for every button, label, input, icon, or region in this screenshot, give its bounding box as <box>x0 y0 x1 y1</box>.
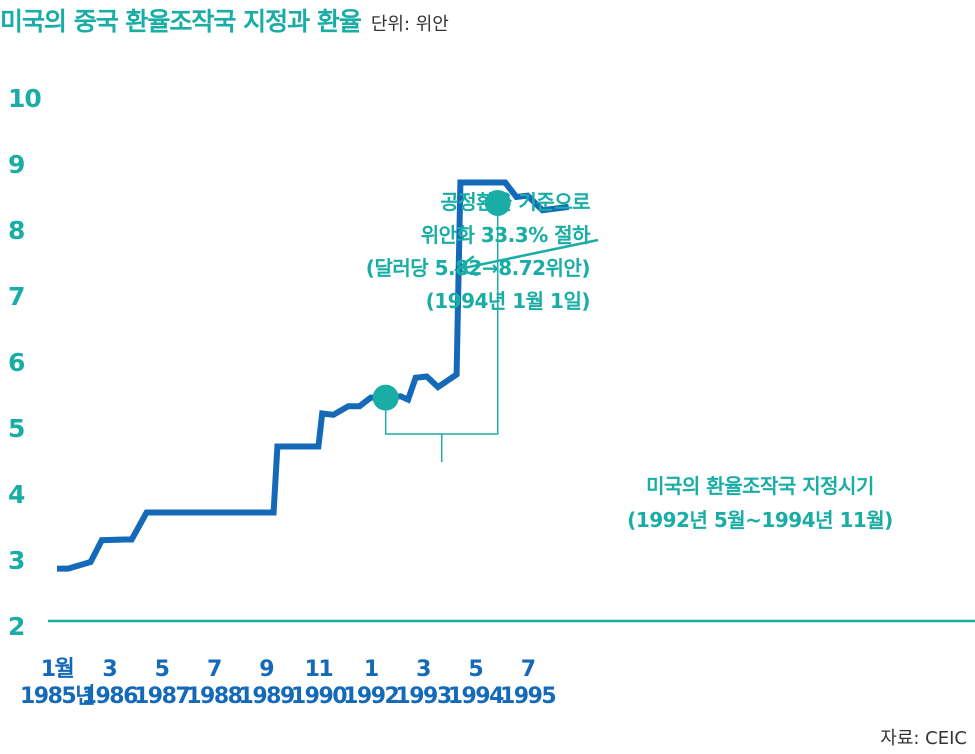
x-tick-year: 1987 <box>134 684 189 709</box>
x-tick-month: 5 <box>155 657 169 682</box>
x-tick-year: 1988 <box>186 684 241 709</box>
y-tick-label: 4 <box>8 480 25 509</box>
x-tick-year: 1995 <box>500 684 555 709</box>
event-marker <box>484 189 511 216</box>
marker-layer <box>372 189 511 411</box>
y-tick-label: 8 <box>8 216 24 245</box>
x-tick-month: 1 <box>364 657 378 682</box>
annotation-devaluation-line: (1994년 1월 1일) <box>426 289 590 313</box>
x-tick-year: 1985년 <box>20 684 94 709</box>
y-tick-label: 6 <box>8 348 25 377</box>
x-tick-year: 1989 <box>239 684 294 709</box>
y-tick-label: 9 <box>8 150 24 179</box>
chart-title: 미국의 중국 환율조작국 지정과 환율 <box>0 7 362 36</box>
x-tick-month: 3 <box>102 657 116 682</box>
annotation-designation-line: 미국의 환율조작국 지정시기 <box>646 474 874 498</box>
x-tick-month: 7 <box>521 657 535 682</box>
x-tick-year: 1994 <box>448 684 504 709</box>
annotation-designation-line: (1992년 5월~1994년 11월) <box>627 508 893 532</box>
x-tick-month: 3 <box>416 657 430 682</box>
x-tick-month: 11 <box>305 657 333 682</box>
y-tick-labels: 2 3 4 5 6 7 8 9 10 <box>8 84 42 641</box>
y-tick-label: 2 <box>8 612 24 641</box>
arrow-shaft <box>456 238 599 271</box>
y-tick-label: 10 <box>8 84 41 113</box>
y-tick-label: 3 <box>8 546 24 575</box>
manipulator-period-bracket <box>384 202 499 462</box>
x-tick-month: 7 <box>207 657 221 682</box>
y-tick-label: 5 <box>8 414 24 443</box>
y-tick-label: 7 <box>8 282 24 311</box>
x-tick-month: 5 <box>468 657 482 682</box>
x-tick-month: 1월 <box>41 657 74 682</box>
x-tick-year: 1992 <box>343 684 398 709</box>
x-tick-year: 1993 <box>395 684 450 709</box>
x-tick-labels: 1월1985년319865198771988919891119901199231… <box>20 657 557 709</box>
annotation-devaluation-line: 위안화 33.3% 절하 <box>421 223 591 247</box>
x-tick-month: 9 <box>259 657 273 682</box>
x-tick-year: 1990 <box>291 684 347 709</box>
source-note: 자료: CEIC <box>880 728 967 749</box>
series-layer <box>57 179 570 572</box>
annotation-devaluation-line: 공정환율 기준으로 <box>440 190 590 214</box>
event-marker <box>372 384 399 411</box>
series-line-cny-usd <box>57 179 570 572</box>
x-tick-year: 1986 <box>82 684 138 709</box>
unit-label: 단위: 위안 <box>370 14 449 35</box>
annotation-devaluation-line: (달러당 5.82→8.72위안) <box>366 256 590 280</box>
